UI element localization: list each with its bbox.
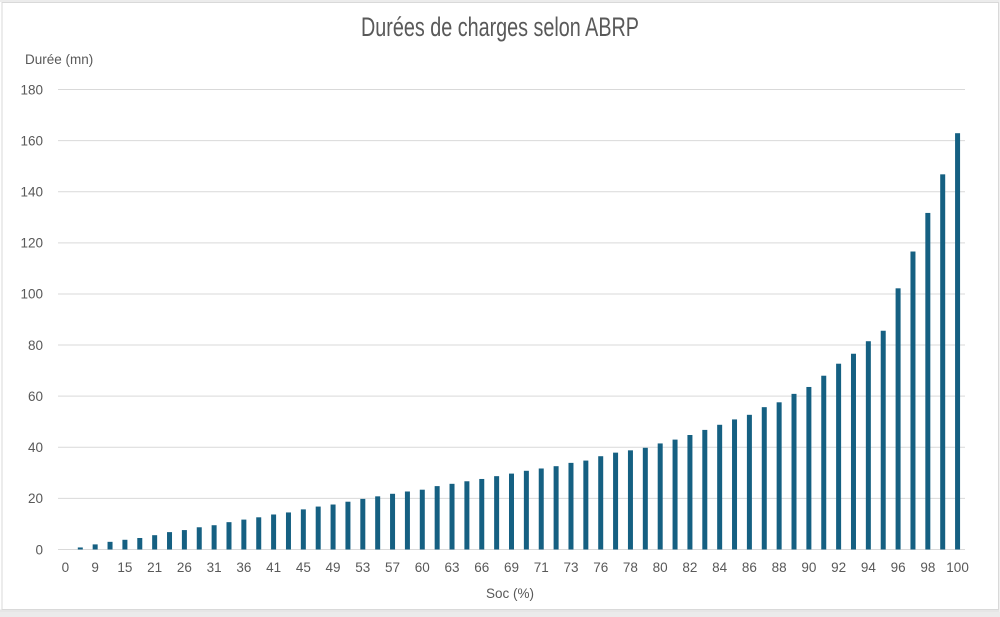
svg-text:73: 73 [563,560,578,575]
svg-text:60: 60 [415,560,430,575]
svg-text:120: 120 [20,236,43,251]
svg-text:78: 78 [623,560,638,575]
svg-text:96: 96 [891,560,906,575]
svg-text:84: 84 [712,560,728,575]
svg-text:15: 15 [117,560,132,575]
svg-text:180: 180 [20,82,43,97]
svg-text:31: 31 [207,560,222,575]
svg-text:69: 69 [504,560,519,575]
svg-text:49: 49 [326,560,341,575]
svg-text:0: 0 [35,542,43,557]
svg-text:94: 94 [861,560,877,575]
svg-text:60: 60 [28,389,43,404]
svg-text:41: 41 [266,560,281,575]
svg-text:Durée (mn): Durée (mn) [25,52,93,67]
svg-text:57: 57 [385,560,400,575]
svg-text:80: 80 [653,560,668,575]
svg-text:Durées de charges selon ABRP: Durées de charges selon ABRP [361,12,639,42]
svg-text:86: 86 [742,560,757,575]
svg-text:63: 63 [445,560,460,575]
svg-text:21: 21 [147,560,162,575]
svg-text:20: 20 [28,491,43,506]
svg-text:40: 40 [28,440,43,455]
svg-text:36: 36 [236,560,251,575]
svg-text:98: 98 [920,560,935,575]
svg-text:100: 100 [946,560,969,575]
svg-text:71: 71 [534,560,549,575]
svg-text:45: 45 [296,560,311,575]
svg-text:26: 26 [177,560,192,575]
svg-text:9: 9 [91,560,99,575]
svg-text:90: 90 [801,560,816,575]
svg-text:88: 88 [772,560,787,575]
svg-text:80: 80 [28,338,43,353]
svg-text:100: 100 [20,287,43,302]
svg-text:160: 160 [20,133,43,148]
svg-text:53: 53 [355,560,370,575]
svg-text:Soc (%): Soc (%) [486,586,534,601]
svg-text:66: 66 [474,560,489,575]
svg-text:0: 0 [62,560,70,575]
svg-text:92: 92 [831,560,846,575]
svg-text:76: 76 [593,560,608,575]
svg-text:82: 82 [682,560,697,575]
svg-text:140: 140 [20,185,43,200]
